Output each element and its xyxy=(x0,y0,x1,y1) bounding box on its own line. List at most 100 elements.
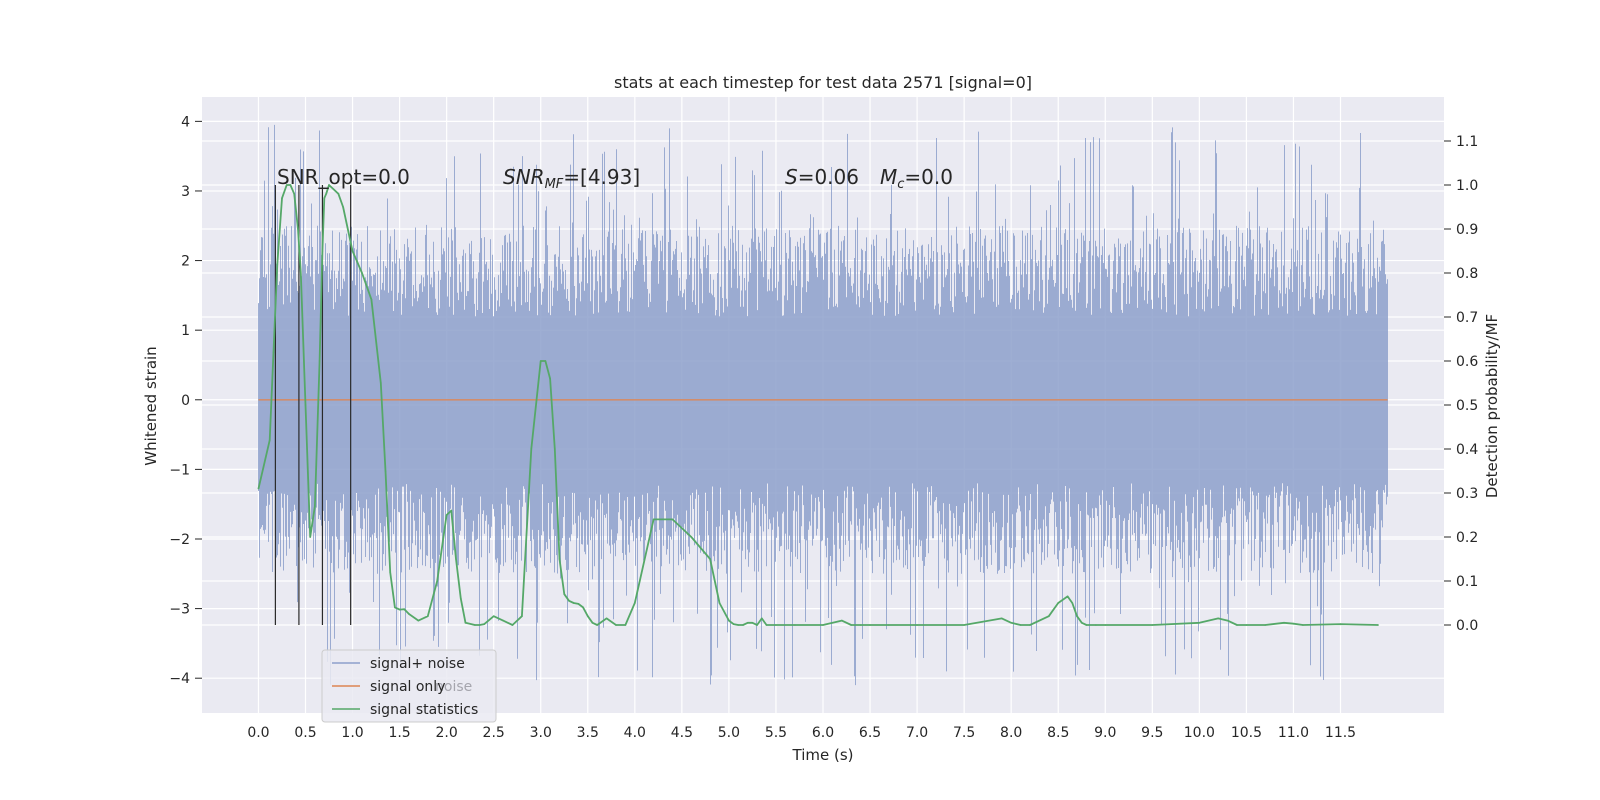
legend-box xyxy=(321,649,497,723)
signal-statistics-point xyxy=(332,188,335,191)
signal-statistics-point xyxy=(1104,624,1107,626)
signal-statistics-point xyxy=(450,509,453,512)
signal-statistics-point xyxy=(690,536,693,538)
signal-statistics-point xyxy=(563,593,566,595)
signal-statistics-point xyxy=(582,606,584,609)
signal-statistics-point xyxy=(587,615,589,617)
signal-statistics-point xyxy=(427,615,429,617)
signal-statistics-point xyxy=(502,619,504,622)
signal-statistics-point xyxy=(300,272,302,274)
signal-statistics-point xyxy=(304,404,307,406)
mc-symbol: M xyxy=(880,165,897,189)
y-right-tick-label: 0.2 xyxy=(1456,530,1478,546)
signal-statistics-point xyxy=(1377,624,1379,626)
x-tick-label: 11.5 xyxy=(1325,725,1356,741)
annotation-snr-mf: SNRMF=[4.93] xyxy=(503,165,640,192)
signal-statistics-point xyxy=(1081,622,1083,624)
signal-statistics-point xyxy=(1071,602,1074,604)
y-right-tick-label: 0.3 xyxy=(1456,486,1478,502)
signal-statistics-point xyxy=(652,518,655,521)
signal-statistics-point xyxy=(709,558,711,560)
x-tick-label: 4.5 xyxy=(671,725,693,741)
signal-statistics-point xyxy=(318,360,321,362)
signal-statistics-point xyxy=(1010,622,1012,624)
y-right-tick-label: 0.9 xyxy=(1456,222,1478,238)
x-tick-label: 5.0 xyxy=(718,725,740,741)
legend-hidden-text: noise xyxy=(435,679,472,695)
x-tick-label: 10.0 xyxy=(1184,725,1215,741)
x-tick-label: 3.5 xyxy=(577,725,599,741)
signal-statistics-point xyxy=(765,624,768,626)
snr-mf-subscript: MF xyxy=(545,177,564,192)
x-tick-label: 3.0 xyxy=(530,725,552,741)
signal-statistics-point xyxy=(1019,624,1022,626)
mc-subscript: c xyxy=(897,177,904,192)
signal-statistics-point xyxy=(1339,623,1342,625)
signal-statistics-point xyxy=(634,602,636,604)
x-axis-label: Time (s) xyxy=(792,746,854,764)
y-left-tick-label: 4 xyxy=(181,114,190,130)
signal-statistics-point xyxy=(1057,602,1059,604)
signal-statistics-point xyxy=(572,602,575,604)
annotation-s: S=0.06 xyxy=(785,165,859,189)
annotation-mc: Mc=0.0 xyxy=(880,165,953,192)
signal-statistics-point xyxy=(671,518,674,521)
s-symbol: S xyxy=(785,165,798,189)
signal-statistics-point xyxy=(474,624,476,626)
signal-statistics-point xyxy=(285,184,288,186)
signal-statistics-point xyxy=(1264,624,1266,626)
signal-statistics-point xyxy=(742,624,744,626)
signal-statistics-point xyxy=(455,558,457,560)
y-right-tick-label: 1.1 xyxy=(1456,134,1478,150)
x-tick-label: 5.5 xyxy=(765,725,787,741)
signal-statistics-point xyxy=(615,624,617,626)
signal-statistics-point xyxy=(521,615,523,617)
y-left-tick-label: 1 xyxy=(181,323,190,339)
x-tick-label: 8.0 xyxy=(1000,725,1022,741)
y-right-ticks: 1.1 1.0 0.9 0.8 0.7 0.6 0.5 0.4 0.3 0.2 0.1 0.0 xyxy=(1444,134,1478,634)
y-left-tick-label: 2 xyxy=(181,254,190,270)
y-left-tick-label: −3 xyxy=(169,602,190,618)
signal-statistics-point xyxy=(1095,624,1097,626)
signal-statistics-point xyxy=(309,536,312,538)
signal-statistics-point xyxy=(558,558,561,560)
signal-statistics-point xyxy=(342,206,344,208)
y-right-tick-label: 1.0 xyxy=(1456,178,1478,194)
signal-statistics-point xyxy=(398,608,401,611)
signal-statistics-point xyxy=(511,624,514,626)
signal-statistics-point xyxy=(577,603,580,605)
signal-statistics-point xyxy=(850,624,852,626)
signal-statistics-point xyxy=(624,624,627,626)
signal-statistics-point xyxy=(478,624,481,626)
signal-statistics-point xyxy=(822,624,824,626)
y-right-tick-label: 0.5 xyxy=(1456,398,1478,414)
signal-statistics-point xyxy=(1226,619,1229,622)
signal-statistics-point xyxy=(1292,622,1295,625)
signal-statistics-point xyxy=(549,377,551,380)
y-left-tick-label: −2 xyxy=(169,532,190,548)
signal-statistics-point xyxy=(963,624,965,626)
x-tick-label: 6.0 xyxy=(812,725,834,741)
x-tick-label: 9.5 xyxy=(1141,725,1163,741)
legend-label-signal-statistics: signal statistics xyxy=(370,702,478,718)
x-tick-label: 0.0 xyxy=(247,725,269,741)
signal-statistics-point xyxy=(464,622,467,624)
y-right-tick-label: 0.4 xyxy=(1456,442,1478,458)
signal-statistics-point xyxy=(361,272,363,274)
y-right-tick-label: 0.1 xyxy=(1456,574,1478,590)
y-left-tick-label: 3 xyxy=(181,184,190,200)
y-left-tick-label: −1 xyxy=(169,462,190,478)
signal-statistics-point xyxy=(492,615,495,617)
signal-statistics-point xyxy=(1001,617,1003,620)
x-tick-label: 9.0 xyxy=(1094,725,1116,741)
y-right-tick-label: 0.6 xyxy=(1456,354,1478,370)
signal-statistics-point xyxy=(268,439,271,442)
signal-statistics-point xyxy=(794,624,796,626)
signal-statistics-point xyxy=(417,619,420,622)
x-tick-label: 7.5 xyxy=(953,725,975,741)
x-tick-label: 1.5 xyxy=(388,725,410,741)
signal-statistics-point xyxy=(351,250,354,252)
y-left-tick-label: 0 xyxy=(181,393,190,409)
signal-statistics-point xyxy=(460,597,462,600)
